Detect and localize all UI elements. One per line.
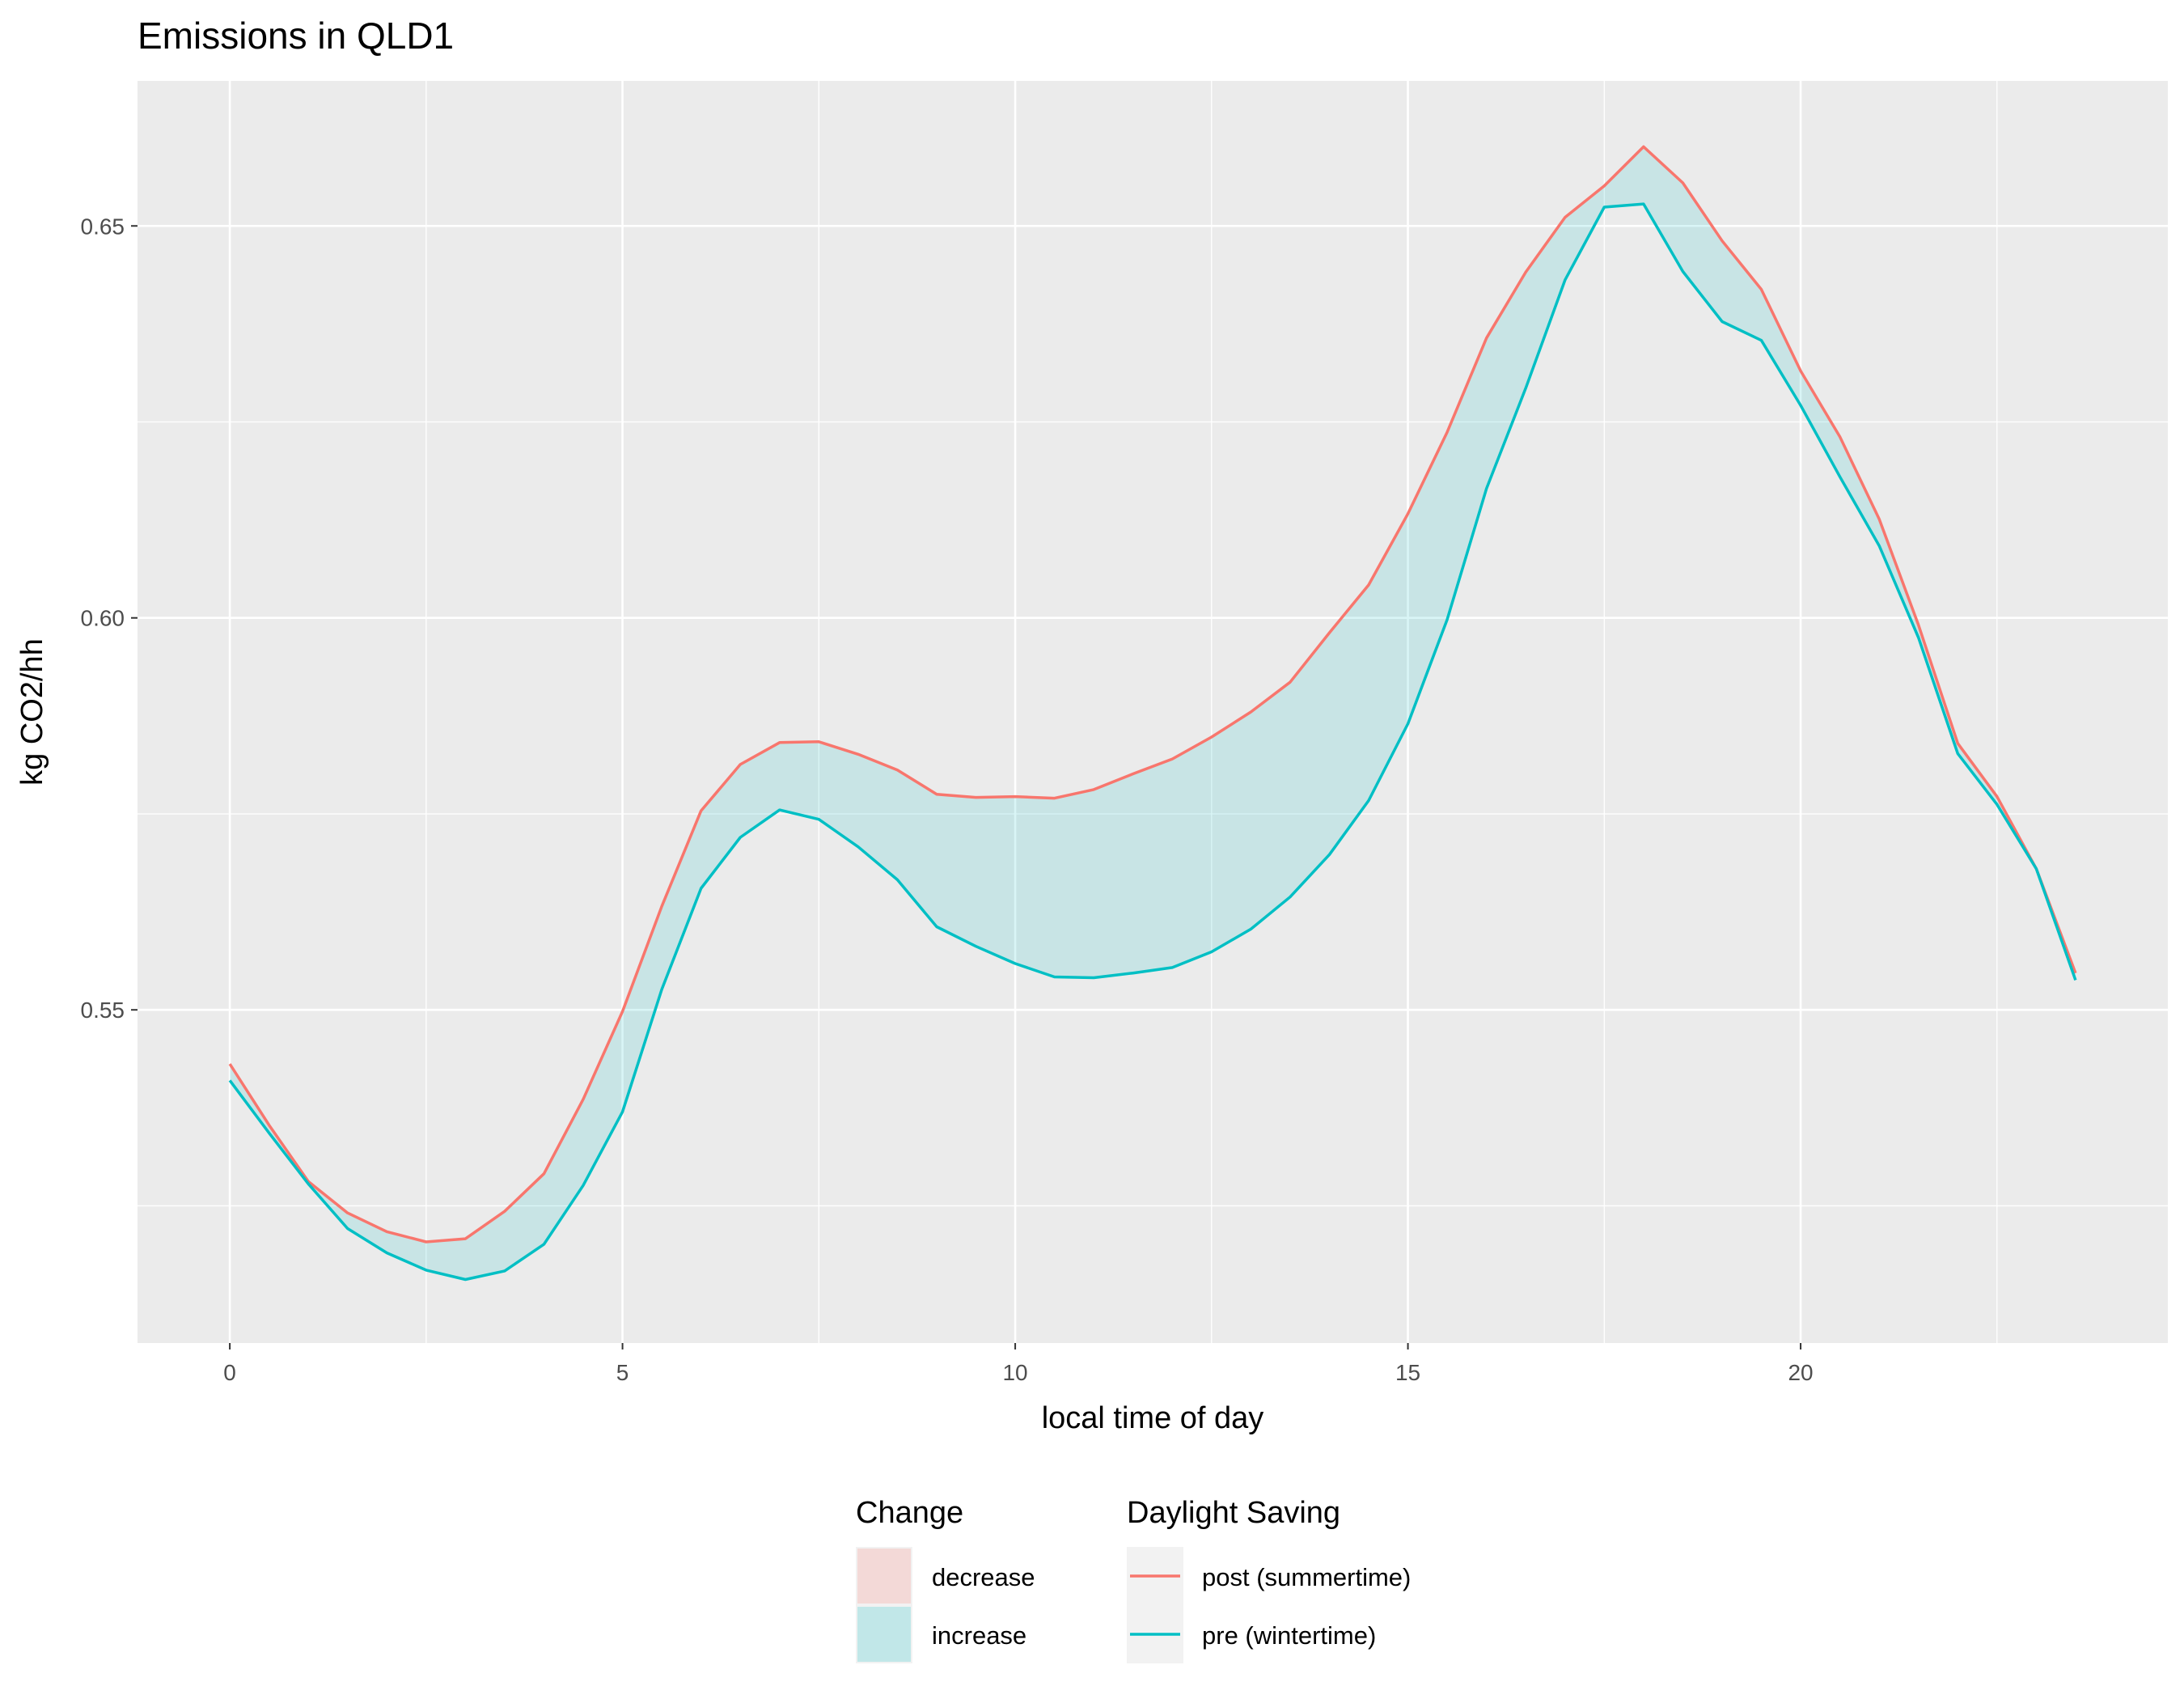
legend-label-decrease: decrease (932, 1563, 1035, 1591)
y-tick-label: 0.60 (81, 606, 125, 631)
x-tick-label: 5 (616, 1360, 629, 1385)
y-tick-label: 0.55 (81, 998, 125, 1023)
legend-label-pre: pre (wintertime) (1202, 1621, 1376, 1650)
series-line-post (228, 145, 2077, 1244)
legend-daylight-saving: Daylight Saving post (summertime) pre (w… (1127, 1496, 1411, 1663)
legend-label-increase: increase (932, 1621, 1026, 1650)
series-lines-group (228, 145, 2077, 1282)
x-tick-label: 0 (223, 1360, 236, 1385)
minor-gridlines (138, 81, 2168, 1343)
major-gridlines (138, 81, 2168, 1343)
legend-change: Change decrease increase (856, 1496, 1035, 1663)
chart-title: Emissions in QLD1 (138, 15, 454, 57)
x-tick-label: 15 (1395, 1360, 1420, 1385)
y-tick-label: 0.65 (81, 214, 125, 239)
x-tick-label: 10 (1002, 1360, 1027, 1385)
x-axis-title: local time of day (1042, 1401, 1264, 1435)
legend-key-post (1127, 1547, 1183, 1605)
x-axis: 0 5 10 15 20 (223, 1343, 1814, 1385)
x-tick-label: 20 (1788, 1360, 1813, 1385)
legend-label-post: post (summertime) (1202, 1563, 1411, 1591)
y-axis: 0.55 0.60 0.65 (81, 214, 138, 1023)
legend-key-decrease (856, 1547, 912, 1605)
legend-key-increase (856, 1605, 912, 1663)
plot-panel (138, 81, 2168, 1343)
legend-key-pre (1127, 1605, 1183, 1663)
series-line-pre (228, 202, 2077, 1282)
legend-daylight-saving-title: Daylight Saving (1127, 1496, 1340, 1530)
legend-change-title: Change (856, 1496, 963, 1530)
y-axis-title: kg CO2/hh (15, 638, 49, 786)
